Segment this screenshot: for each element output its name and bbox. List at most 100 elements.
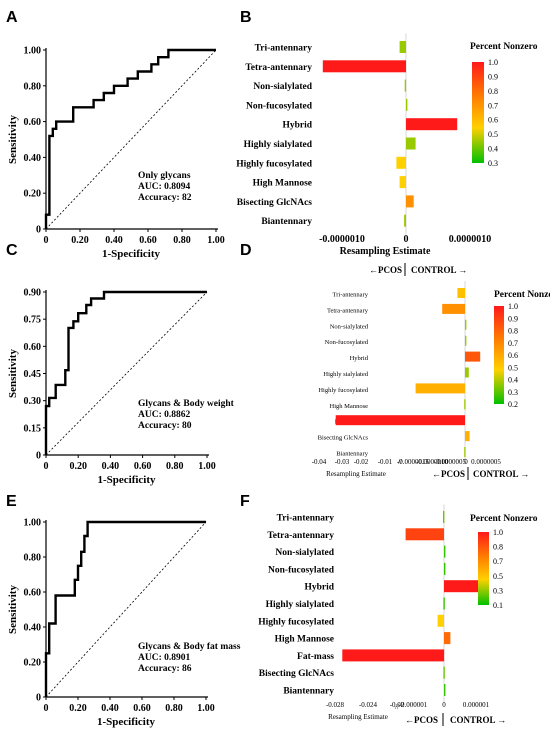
category-label: High Mannose (253, 179, 312, 189)
annotation-line: Accuracy: 86 (138, 664, 192, 674)
category-label: Non-fucosylated (246, 101, 313, 111)
category-label: Tri-antennary (255, 44, 313, 54)
y-tick-label: 0 (36, 225, 41, 236)
roc-panel-e: 0 0.20 0.40 0.60 0.80 1.00 0 0.20 0.40 0.60 0.80 1.… (7, 518, 241, 729)
x-tick-label: 0.40 (101, 703, 119, 714)
direction-control: CONTROL → (473, 469, 529, 479)
y-tick-label: 0.80 (24, 553, 42, 564)
bar (443, 597, 445, 610)
x-tick-label: 1.00 (197, 703, 215, 714)
legend-tick: 0.6 (508, 351, 518, 360)
x-tick-label: 0.0000010 (449, 234, 492, 245)
legend-tick: 0.6 (488, 116, 498, 125)
x-tick-label: -0.02 (354, 458, 369, 466)
x-tick-label: -0.02 (390, 701, 405, 709)
category-label: Biantennary (261, 217, 312, 227)
annotation-line: Accuracy: 82 (138, 193, 192, 203)
reference-diagonal (45, 521, 207, 698)
legend-title: Percent Nonzero (494, 290, 550, 300)
y-tick-label: 0.20 (24, 189, 42, 200)
x-tick-label: 0.60 (139, 235, 157, 246)
direction-pcos: ←PCOS (369, 265, 402, 275)
legend-tick: 1.0 (508, 302, 518, 311)
roc-panel-a: 0 0.20 0.40 0.60 0.80 1.00 0 0.20 0.40 0.60 0.80 1.… (7, 46, 225, 261)
panel-letter-e: E (6, 493, 17, 510)
legend-tick: 0.4 (508, 376, 518, 385)
x-tick-label: 0.20 (69, 461, 87, 472)
category-label: Non-sialylated (275, 548, 334, 558)
x-tick-label: 0.60 (133, 703, 151, 714)
category-label: Highly fucosylated (236, 159, 312, 169)
y-tick-label: 0.45 (24, 369, 42, 380)
bar (465, 431, 470, 442)
x-tick-label: -0.01 (378, 458, 393, 466)
category-label: Biantennary (283, 687, 334, 697)
legend-tick: 0.8 (508, 327, 518, 336)
bar (465, 319, 467, 330)
x-axis-title: Resampling Estimate (328, 713, 388, 721)
category-label: Biantennary (336, 451, 369, 458)
panel-letter-c: C (6, 242, 18, 259)
category-label: Highly sialylated (323, 371, 368, 378)
y-tick-label: 1.00 (24, 46, 42, 57)
x-tick-label: 0.60 (134, 461, 152, 472)
category-label: Tetra-antennary (267, 531, 334, 541)
bar (444, 562, 446, 575)
bar (404, 79, 407, 92)
x-tick-label: 0.0000005 (471, 458, 501, 466)
bar (457, 288, 465, 298)
y-tick-label: 1.00 (24, 518, 42, 529)
legend-tick: 0.3 (488, 159, 498, 168)
x-tick-label: -0.028 (326, 701, 345, 709)
x-tick-label: 1.00 (207, 235, 225, 246)
legend-tick: 0.1 (493, 601, 503, 610)
category-label: Non-fucosylated (325, 339, 369, 346)
category-label: High Mannose (275, 635, 334, 645)
bar (444, 632, 451, 645)
y-tick-label: 0 (36, 451, 41, 462)
legend-tick: 0.7 (493, 557, 503, 566)
bar (465, 351, 481, 362)
bar (406, 98, 408, 111)
panel-letter-a: A (6, 9, 18, 26)
bar (464, 447, 466, 457)
category-label: Tetra-antennary (245, 63, 312, 73)
bar (335, 415, 465, 426)
y-axis-title: Sensitivity (7, 349, 19, 398)
x-axis-title: Resampling Estimate (326, 470, 386, 478)
bar (405, 528, 444, 541)
panel-letter-d: D (240, 242, 252, 259)
bar (444, 580, 480, 593)
x-tick-label: 0.80 (166, 461, 184, 472)
category-label: Bisecting GlcNAcs (259, 669, 335, 679)
direction-control: CONTROL → (450, 715, 506, 725)
roc-curve (44, 520, 206, 697)
y-tick-label: 0.20 (24, 658, 42, 669)
legend-tick: 0.3 (493, 586, 503, 595)
bar (415, 383, 465, 394)
x-tick-label: 0.40 (102, 461, 120, 472)
legend-tick: 0.5 (488, 130, 498, 139)
x-tick-label: 0 (442, 701, 446, 709)
x-axis-title: 1-Specificity (97, 474, 156, 486)
category-label: Tetra-antennary (327, 307, 369, 314)
bar (396, 156, 406, 169)
category-label: Hybrid (350, 355, 369, 362)
y-tick-label: 0 (36, 693, 41, 704)
category-label: Hybrid (282, 121, 312, 131)
legend-tick: 0.7 (488, 101, 498, 110)
direction-pcos: ←PCOS (405, 715, 438, 725)
x-tick-label: 0 (44, 703, 49, 714)
y-axis-title: Sensitivity (7, 585, 19, 634)
legend-tick: 0.4 (488, 145, 498, 154)
bar (465, 335, 467, 346)
annotation-line: Glycans & Body weight (138, 399, 235, 409)
legend-tick: 0.8 (493, 543, 503, 552)
bar (444, 545, 446, 558)
bar (442, 303, 465, 314)
y-tick-label: 0.75 (24, 315, 42, 326)
legend-tick: 0.7 (508, 339, 518, 348)
x-tick-label: 0 (404, 234, 409, 245)
legend-tick: 0.5 (493, 572, 503, 581)
